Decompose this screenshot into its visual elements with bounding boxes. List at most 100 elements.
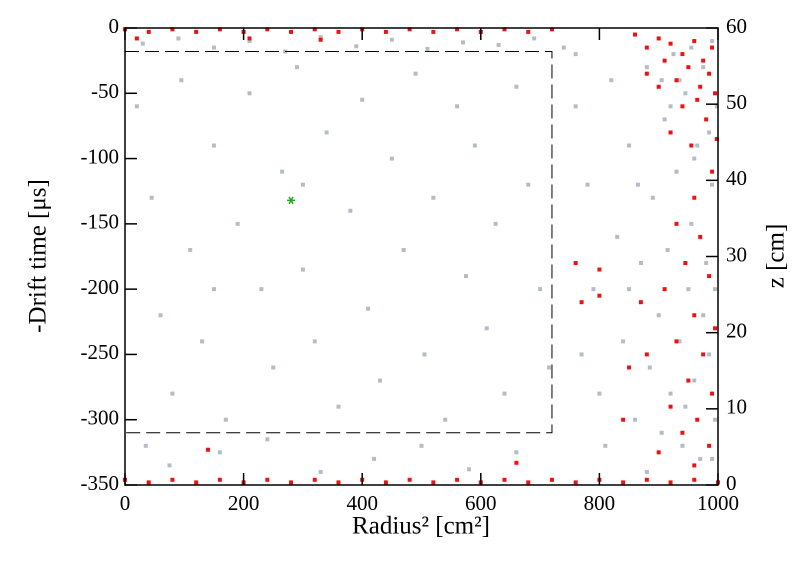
y2-tick-label: 50: [726, 90, 747, 114]
point: [671, 52, 676, 57]
point: [549, 477, 554, 482]
point: [455, 104, 460, 109]
point: [644, 45, 649, 50]
point: [603, 443, 608, 448]
point: [179, 78, 184, 83]
point: [668, 480, 673, 485]
point: [407, 27, 412, 32]
point: [149, 195, 154, 200]
point: [680, 443, 685, 448]
point: [650, 195, 655, 200]
point: [170, 477, 175, 482]
point: [549, 27, 554, 32]
point: [461, 40, 466, 45]
point: [484, 326, 489, 331]
point: [689, 45, 694, 50]
y2-tick-label: 30: [726, 242, 747, 266]
point: [644, 477, 649, 482]
point: [146, 480, 151, 485]
point: [680, 104, 685, 109]
point: [701, 65, 706, 70]
y-tick-label: -50: [91, 79, 119, 103]
point: [656, 36, 661, 41]
point: [710, 456, 715, 461]
point: [206, 447, 211, 452]
point: [579, 300, 584, 305]
point: [300, 267, 305, 272]
y-tick-label: -250: [81, 340, 120, 364]
point: [704, 117, 709, 122]
point: [713, 91, 718, 96]
point: [194, 29, 199, 34]
point: [463, 274, 468, 279]
point: [413, 71, 418, 76]
point: [644, 71, 649, 76]
y2-axis-label: z [cm]: [763, 224, 790, 289]
x-tick-label: 1000: [697, 491, 739, 515]
point: [591, 287, 596, 292]
point: [401, 247, 406, 252]
point: [689, 143, 694, 148]
point: [644, 65, 649, 70]
point: [336, 480, 341, 485]
point: [526, 182, 531, 187]
y2-tick-label: 20: [726, 318, 747, 342]
point: [674, 169, 679, 174]
point: [146, 29, 151, 34]
point: [632, 417, 637, 422]
y2-tick-label: 10: [726, 395, 747, 419]
point: [701, 58, 706, 63]
point: [443, 417, 448, 422]
point: [621, 480, 626, 485]
point: [312, 339, 317, 344]
point: [573, 104, 578, 109]
point: [647, 365, 652, 370]
point: [609, 78, 614, 83]
point: [247, 91, 252, 96]
cut-box: [124, 51, 553, 434]
point: [538, 287, 543, 292]
point: [300, 182, 305, 187]
point: [686, 378, 691, 383]
point: [170, 27, 175, 32]
point: [360, 97, 365, 102]
x-tick-label: 200: [228, 491, 260, 515]
point: [431, 195, 436, 200]
point: [707, 130, 712, 135]
point: [665, 247, 670, 252]
point: [638, 300, 643, 305]
point: [318, 35, 323, 40]
point: [710, 39, 715, 44]
point: [710, 45, 715, 50]
point: [366, 306, 371, 311]
point: [431, 480, 436, 485]
point: [692, 463, 697, 468]
point: [383, 29, 388, 34]
point: [514, 460, 519, 465]
point: [707, 274, 712, 279]
point: [259, 287, 264, 292]
y-tick-label: -150: [81, 210, 120, 234]
y2-tick-label: 60: [726, 14, 747, 38]
point: [466, 467, 471, 472]
point: [348, 208, 353, 213]
point: [674, 339, 679, 344]
point: [713, 287, 718, 292]
point: [514, 84, 519, 89]
point: [668, 41, 673, 46]
point: [271, 365, 276, 370]
point: [692, 313, 697, 318]
point: [573, 480, 578, 485]
point: [455, 27, 460, 32]
point: [289, 480, 294, 485]
point: [674, 78, 679, 83]
point: [372, 456, 377, 461]
point: [659, 430, 664, 435]
point: [235, 221, 240, 226]
point: [280, 169, 285, 174]
point: [294, 65, 299, 70]
point: [514, 450, 519, 455]
point: [389, 156, 394, 161]
point: [695, 143, 700, 148]
point: [336, 404, 341, 409]
